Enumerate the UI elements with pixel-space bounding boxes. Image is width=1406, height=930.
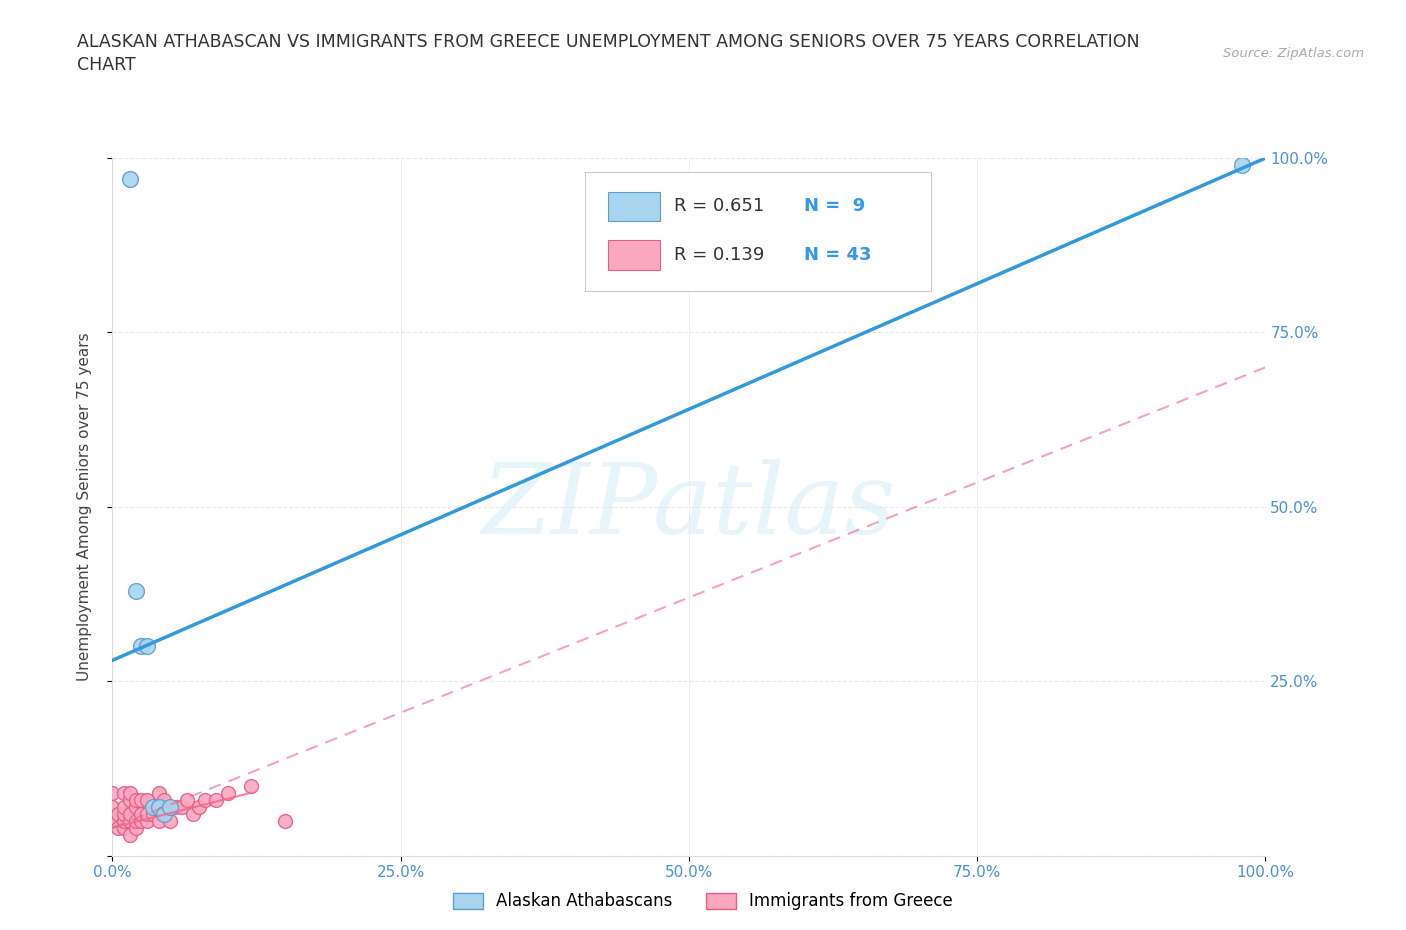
Text: Source: ZipAtlas.com: Source: ZipAtlas.com xyxy=(1223,46,1364,60)
Point xyxy=(124,800,146,815)
Point xyxy=(205,792,228,807)
Point xyxy=(159,800,181,815)
Point xyxy=(124,583,146,598)
Point xyxy=(148,800,170,815)
Point xyxy=(148,800,170,815)
Point xyxy=(118,806,141,821)
Point xyxy=(176,792,198,807)
Point xyxy=(118,828,141,843)
Point xyxy=(112,813,135,829)
Point xyxy=(239,778,262,793)
Point xyxy=(159,813,181,829)
Y-axis label: Unemployment Among Seniors over 75 years: Unemployment Among Seniors over 75 years xyxy=(77,333,91,681)
Point xyxy=(159,800,181,815)
Point xyxy=(112,785,135,800)
Point xyxy=(153,792,176,807)
Point xyxy=(142,806,165,821)
Point xyxy=(124,820,146,835)
Point xyxy=(118,172,141,187)
Point xyxy=(129,792,153,807)
Point xyxy=(129,806,153,821)
FancyBboxPatch shape xyxy=(585,172,931,291)
Point xyxy=(136,806,159,821)
Bar xyxy=(609,240,659,270)
Point xyxy=(194,792,217,807)
Text: CHART: CHART xyxy=(77,56,136,73)
Point xyxy=(101,800,124,815)
Point xyxy=(181,806,204,821)
Text: ZIPatlas: ZIPatlas xyxy=(482,459,896,554)
Text: N =  9: N = 9 xyxy=(804,197,866,215)
Legend: Alaskan Athabascans, Immigrants from Greece: Alaskan Athabascans, Immigrants from Gre… xyxy=(446,885,960,917)
Point xyxy=(148,813,170,829)
Bar xyxy=(609,192,659,221)
Point xyxy=(124,792,146,807)
Point xyxy=(217,785,239,800)
Point xyxy=(153,806,176,821)
Point xyxy=(101,813,124,829)
Point xyxy=(136,792,159,807)
Point xyxy=(274,813,297,829)
Point xyxy=(136,813,159,829)
Point xyxy=(129,813,153,829)
Point xyxy=(1232,158,1254,173)
Text: ALASKAN ATHABASCAN VS IMMIGRANTS FROM GREECE UNEMPLOYMENT AMONG SENIORS OVER 75 : ALASKAN ATHABASCAN VS IMMIGRANTS FROM GR… xyxy=(77,33,1140,50)
Point xyxy=(136,639,159,654)
Point xyxy=(124,813,146,829)
Point xyxy=(153,806,176,821)
Point xyxy=(170,800,193,815)
Point xyxy=(187,800,211,815)
Point xyxy=(107,820,129,835)
Point xyxy=(118,792,141,807)
Point xyxy=(148,785,170,800)
Point xyxy=(129,639,153,654)
Text: R = 0.651: R = 0.651 xyxy=(673,197,765,215)
Text: N = 43: N = 43 xyxy=(804,246,872,264)
Point xyxy=(165,800,187,815)
Point xyxy=(112,800,135,815)
Point xyxy=(142,800,165,815)
Point xyxy=(112,820,135,835)
Point xyxy=(118,785,141,800)
Point xyxy=(118,813,141,829)
Text: R = 0.139: R = 0.139 xyxy=(673,246,765,264)
Point xyxy=(101,785,124,800)
Point xyxy=(107,806,129,821)
Point xyxy=(112,806,135,821)
